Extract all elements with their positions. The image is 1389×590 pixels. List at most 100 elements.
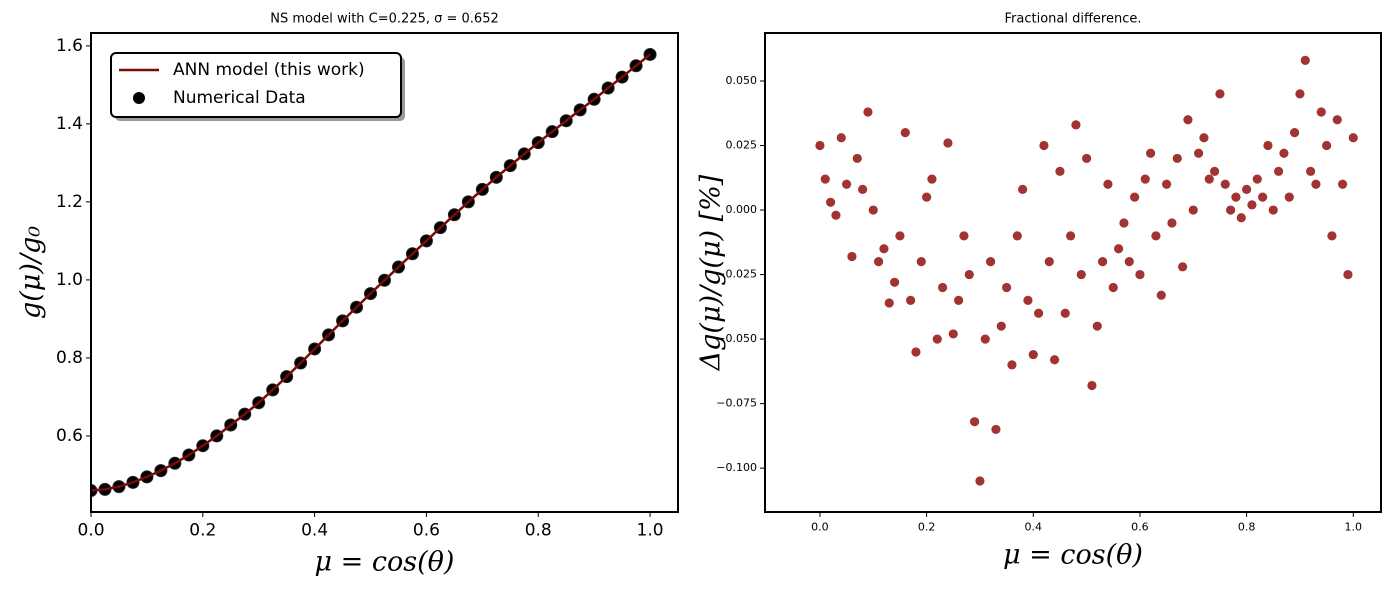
data-point xyxy=(916,257,926,267)
data-point xyxy=(1348,133,1358,143)
data-point xyxy=(1311,179,1321,189)
data-point xyxy=(1108,282,1118,293)
data-point xyxy=(863,107,873,117)
y-tick-label: 0.025 xyxy=(726,139,758,152)
y-tick-label: 1.2 xyxy=(56,192,83,212)
data-point xyxy=(948,329,958,339)
y-tick-label: −0.075 xyxy=(716,397,757,410)
data-point xyxy=(1114,244,1124,254)
data-point xyxy=(964,269,974,280)
data-point xyxy=(991,424,1001,435)
data-point xyxy=(1210,166,1220,176)
data-point xyxy=(1178,262,1188,272)
data-point xyxy=(1215,89,1225,99)
data-point xyxy=(1306,166,1316,176)
axes-frame xyxy=(90,32,679,513)
data-point xyxy=(1274,166,1284,176)
data-point xyxy=(1167,218,1177,228)
data-point xyxy=(1071,120,1081,130)
data-point xyxy=(1156,290,1166,300)
data-point xyxy=(943,138,953,148)
data-point xyxy=(1295,89,1305,99)
x-tick-label: 0.2 xyxy=(189,521,216,541)
x-tick-label: 0.8 xyxy=(525,521,552,541)
data-point xyxy=(1322,140,1332,151)
data-point xyxy=(980,334,990,344)
data-point xyxy=(1151,231,1161,241)
data-point xyxy=(1338,179,1348,189)
x-tick-label: 0.4 xyxy=(301,521,328,541)
x-tick-label: 0.0 xyxy=(77,521,104,541)
legend-label: ANN model (this work) xyxy=(173,60,365,80)
data-point xyxy=(1194,148,1204,158)
data-point xyxy=(1076,269,1086,280)
data-point xyxy=(1124,257,1134,267)
x-tick-label: 1.0 xyxy=(637,521,664,541)
data-point xyxy=(1007,360,1017,370)
data-point xyxy=(1060,308,1070,318)
data-line xyxy=(91,53,651,492)
data-point xyxy=(996,321,1006,331)
data-point xyxy=(1146,148,1156,158)
data-point xyxy=(1034,308,1044,318)
data-point xyxy=(852,153,862,164)
data-point xyxy=(1188,205,1198,215)
data-point xyxy=(906,295,916,305)
x-axis-label: μ = cos(θ) xyxy=(1003,540,1143,571)
data-point xyxy=(1226,205,1236,215)
data-point xyxy=(1279,148,1289,158)
data-point xyxy=(1316,107,1326,117)
y-axis-label: g(μ)/g₀ xyxy=(16,226,47,319)
data-point xyxy=(1135,269,1145,280)
x-tick-label: 0.8 xyxy=(1238,521,1256,534)
data-point xyxy=(1343,269,1353,280)
data-point xyxy=(826,197,836,207)
legend-label: Numerical Data xyxy=(173,88,306,108)
data-point xyxy=(1140,174,1150,184)
x-tick-label: 0.2 xyxy=(918,521,936,534)
x-tick-label: 0.6 xyxy=(1131,521,1149,534)
data-point xyxy=(1082,153,1092,164)
x-axis-label: μ = cos(θ) xyxy=(315,547,455,578)
data-point xyxy=(1199,133,1209,143)
y-tick-label: −0.025 xyxy=(716,268,757,281)
legend-box xyxy=(110,52,402,118)
y-tick-label: −0.050 xyxy=(716,332,757,345)
y-tick-label: −0.100 xyxy=(716,461,757,474)
data-point xyxy=(1204,174,1214,184)
y-tick-label: 0.000 xyxy=(726,203,758,216)
data-point xyxy=(1183,115,1193,125)
data-point xyxy=(1231,192,1241,202)
chart-title: Fractional difference. xyxy=(1005,12,1142,27)
data-point xyxy=(1028,349,1038,360)
data-point xyxy=(1055,166,1065,176)
data-point xyxy=(954,295,964,305)
data-point xyxy=(1247,200,1257,210)
data-point xyxy=(900,128,910,138)
data-point xyxy=(842,179,852,189)
data-point xyxy=(1268,205,1278,215)
data-point xyxy=(1258,192,1268,202)
data-point xyxy=(1300,55,1310,65)
data-point xyxy=(1263,140,1273,151)
data-point xyxy=(831,210,841,220)
data-point xyxy=(1023,295,1033,305)
data-point xyxy=(1119,218,1129,228)
data-point xyxy=(1018,184,1028,194)
data-point xyxy=(1236,213,1246,223)
data-point xyxy=(1172,153,1182,164)
data-point xyxy=(1220,179,1230,189)
data-point xyxy=(922,192,932,202)
data-point xyxy=(1050,355,1060,365)
x-tick-label: 1.0 xyxy=(1345,521,1363,534)
y-tick-label: 0.8 xyxy=(56,348,83,368)
chart-title: NS model with C=0.225, σ = 0.652 xyxy=(270,12,499,27)
data-point xyxy=(1092,321,1102,331)
data-point xyxy=(932,334,942,344)
data-point xyxy=(890,277,900,287)
data-point xyxy=(975,476,985,486)
y-tick-label: 1.6 xyxy=(56,36,83,56)
data-point xyxy=(986,257,996,267)
y-tick-label: 1.4 xyxy=(56,114,83,134)
